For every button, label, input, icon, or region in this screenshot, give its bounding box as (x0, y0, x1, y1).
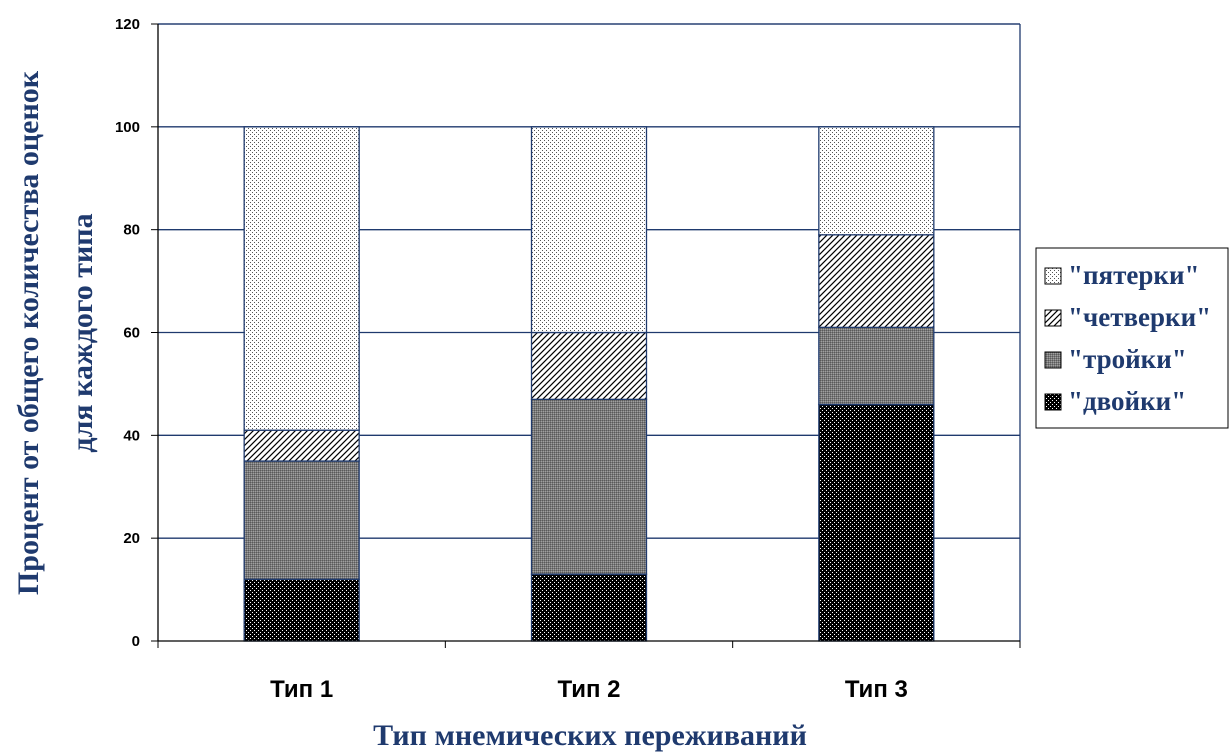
y-axis-title-line1: Процент от общего количества оценок (12, 70, 45, 595)
legend-label: "тройки" (1068, 344, 1187, 374)
bar-segment (530, 573, 648, 642)
bar-segment (530, 126, 648, 334)
x-category-label: Тип 1 (270, 676, 333, 703)
legend-swatch (1044, 393, 1062, 411)
bar-segment (530, 398, 648, 575)
legend-box (1035, 247, 1229, 429)
bar-segment (243, 460, 360, 580)
bar-segment (243, 429, 360, 462)
y-tick-label: 0 (132, 633, 140, 650)
bar-segment (818, 126, 935, 236)
x-category-labels: Тип 1 Тип 2 Тип 3 (270, 676, 908, 703)
legend-label: "пятерки" (1068, 260, 1200, 290)
legend: "пятерки" "четверки" "тройки" "двойки" (1035, 247, 1229, 429)
legend-label: "двойки" (1068, 386, 1186, 416)
y-tick-labels: 0 20 40 60 80 100 120 (115, 16, 158, 650)
y-tick-label: 120 (115, 16, 140, 33)
legend-label: "четверки" (1068, 302, 1211, 332)
y-tick-label: 60 (123, 325, 140, 342)
bar-segment (243, 126, 360, 431)
legend-swatch (1044, 351, 1062, 369)
bar-segment (243, 578, 360, 642)
y-tick-label: 80 (123, 222, 140, 239)
bars (243, 126, 935, 642)
y-tick-label: 100 (115, 119, 140, 136)
y-tick-label: 40 (123, 427, 140, 444)
bar-segment (818, 403, 935, 642)
x-category-label: Тип 2 (557, 676, 620, 703)
bar-segment (818, 234, 935, 329)
bar-segment (818, 326, 935, 406)
y-tick-label: 20 (123, 530, 140, 547)
bar-segment (530, 331, 648, 400)
legend-swatch (1044, 267, 1062, 285)
x-category-label: Тип 3 (845, 676, 908, 703)
legend-swatch (1044, 309, 1062, 327)
x-axis-title: Тип мнемических переживаний (373, 719, 807, 752)
y-axis-title-line2: для каждого типа (66, 213, 99, 452)
